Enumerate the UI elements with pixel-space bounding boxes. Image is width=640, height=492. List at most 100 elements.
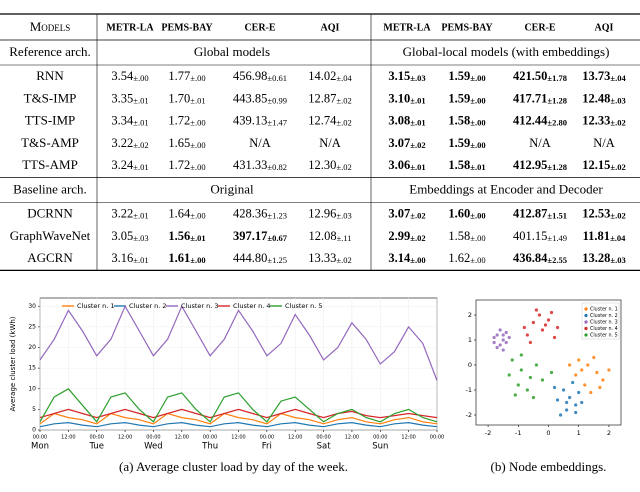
table-cell: 1.65±.00 (168, 136, 205, 150)
table-cell: 1.64±.00 (168, 206, 205, 220)
table-cell: N/A (249, 136, 271, 150)
table-cell: 11.81±.04 (583, 229, 626, 243)
scatter-point (577, 390, 581, 395)
scatter-point (525, 333, 529, 337)
legend-swatch (584, 326, 588, 331)
cell-error: ±.02 (410, 140, 425, 150)
y-tick-label: 20 (28, 344, 36, 351)
cell-value: 14.02 (308, 69, 336, 83)
x-tick-label: 00:00 (90, 435, 104, 441)
x-tick-label: 00:00 (373, 435, 387, 441)
cell-error: ±.00 (470, 95, 485, 105)
table-cell: 412.87±1.51 (513, 206, 567, 220)
cell-value: 431.33 (233, 158, 267, 172)
cell-error: ±.02 (336, 118, 351, 128)
x-tick-label: 2 (607, 429, 611, 437)
scatter-point (574, 410, 578, 415)
cell-error: ±.01 (410, 118, 425, 128)
x-tick-label: 12:00 (401, 435, 415, 441)
x-tick-label: 00:00 (33, 435, 47, 441)
cell-error: ±.00 (470, 233, 485, 243)
table-cell: 3.07±.02 (388, 206, 425, 220)
model-name: AGCRN (27, 250, 73, 265)
table-cell: 3.24±.01 (111, 158, 148, 172)
cell-value: 436.84 (513, 251, 548, 265)
scatter-point (586, 363, 590, 367)
scatter-point (592, 355, 596, 360)
y-tick-label: 10 (28, 385, 36, 392)
cell-value: 12.87 (308, 91, 336, 105)
scatter-point (543, 323, 548, 327)
table-cell: 14.02±.04 (308, 69, 352, 83)
scatter-point (498, 328, 502, 332)
cell-value: 12.74 (308, 113, 337, 127)
table-cell: 439.13±1.47 (233, 113, 287, 127)
cell-value: 3.14 (388, 251, 411, 265)
scatter-point (565, 408, 569, 412)
legend-box (581, 302, 620, 340)
table-cell: 456.98±0.61 (233, 69, 287, 83)
table-cell: 12.48±.03 (582, 91, 625, 105)
scatter-point (598, 385, 602, 390)
cell-value: 1.58 (448, 113, 470, 127)
cell-value: 12.08 (308, 229, 336, 243)
scatter-point (507, 373, 511, 377)
cell-value: 1.59 (448, 69, 470, 83)
scatter-point (552, 335, 557, 340)
cell-error: ±1.51 (547, 210, 567, 220)
cell-error: ±.00 (190, 73, 205, 83)
table-cell: 1.61±.00 (168, 251, 205, 265)
cell-error: ±.01 (133, 118, 148, 128)
x-tick-label: 12:00 (288, 435, 302, 441)
scatter-point (516, 383, 520, 387)
cell-value: 1.59 (448, 91, 470, 105)
scatter-point (537, 313, 542, 317)
table-cell: 3.22±.02 (111, 136, 148, 150)
cell-value: 1.77 (168, 69, 190, 83)
table-cell: 3.07±.02 (388, 136, 425, 150)
cell-error: ±.03 (336, 210, 351, 220)
header-dataset: CER-E (244, 22, 275, 33)
cell-value: 1.65 (168, 136, 190, 150)
scatter-point (574, 403, 578, 407)
scatter-point (501, 338, 505, 342)
cell-value: 1.72 (168, 158, 190, 172)
cell-value: 2.99 (388, 229, 410, 243)
table-cell: 12.15±.02 (582, 158, 625, 172)
scatter-point (492, 335, 496, 340)
table-cell: 1.62±.00 (448, 251, 485, 265)
cell-value: N/A (593, 136, 615, 150)
table-cell: 3.05±.03 (111, 229, 148, 243)
scatter-point (565, 400, 569, 405)
table-cell: 12.33±.02 (582, 113, 625, 127)
scatter-point (549, 370, 554, 375)
table-cell: 12.74±.02 (308, 113, 351, 127)
table-cell: 401.15±1.49 (513, 229, 567, 243)
cell-value: 439.13 (233, 113, 267, 127)
cell-error: ±.11 (337, 233, 352, 243)
cell-error: ±1.28 (547, 95, 567, 105)
scatter-point (540, 378, 545, 382)
cell-error: ±1.49 (547, 233, 567, 243)
table-cell: 3.10±.01 (388, 91, 425, 105)
scatter-point (534, 363, 539, 367)
table-cell: 1.59±.00 (448, 69, 485, 83)
table-cell: N/A (529, 136, 551, 150)
day-label: Thu (201, 442, 218, 452)
series-line (39, 421, 438, 428)
cell-value: 12.96 (308, 206, 336, 220)
cell-value: 12.15 (582, 158, 610, 172)
y-tick-label: -1 (466, 386, 472, 394)
scatter-point (528, 340, 532, 345)
model-name: RNN (36, 68, 64, 83)
group-label: Global models (194, 44, 270, 59)
scatter-point (574, 373, 578, 377)
cell-value: 3.16 (111, 251, 133, 265)
cell-error: ±.01 (133, 162, 148, 172)
day-label: Fri (262, 442, 272, 452)
table-cell: 444.80±1.25 (233, 251, 287, 265)
section-label: Reference arch. (9, 44, 91, 59)
y-tick-label: 0 (468, 361, 472, 369)
scatter-point (525, 388, 529, 392)
y-axis-label: Average cluster load (kWh) (9, 316, 17, 411)
